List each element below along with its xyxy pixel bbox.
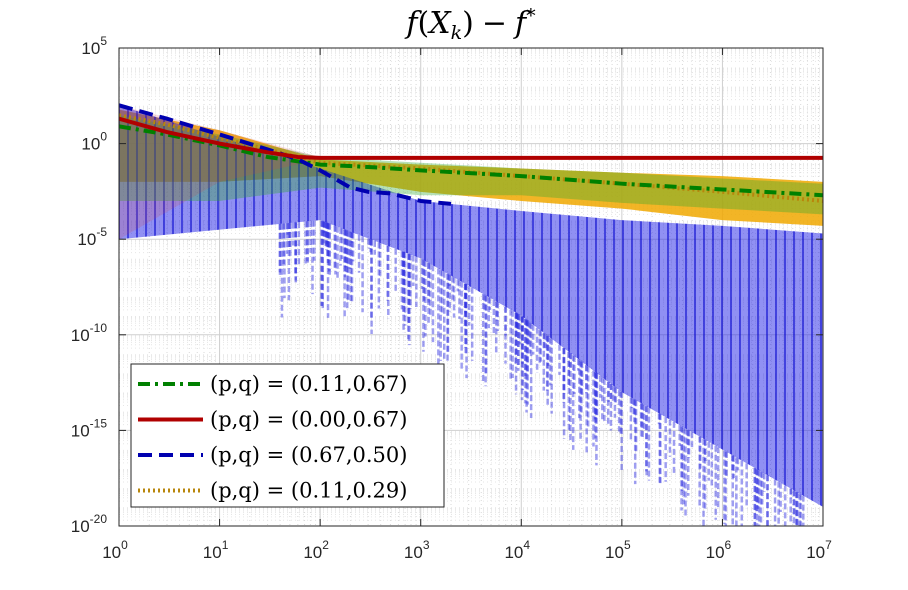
mean-lines xyxy=(119,103,823,206)
chart-title: f(Xk) − f* xyxy=(404,5,536,44)
series-line-1 xyxy=(119,116,823,160)
y-tick-label: 10-5 xyxy=(77,225,107,249)
y-tick-label: 10-20 xyxy=(71,512,108,536)
y-axis-tick-labels: 10-20 10-15 10-10 10-5 100 105 xyxy=(71,34,108,536)
legend-label-2: (p,q) = (0.67,0.50) xyxy=(210,443,407,467)
y-tick-label: 10-10 xyxy=(71,321,108,345)
y-tick-label: 105 xyxy=(81,34,107,58)
series-line-2 xyxy=(119,103,452,206)
legend-box xyxy=(130,363,445,508)
band-series-2 xyxy=(119,105,823,507)
axis-ticks xyxy=(118,47,824,527)
series-line-3 xyxy=(119,113,823,203)
y-tick-label: 10-15 xyxy=(71,416,108,440)
y-tick-label: 100 xyxy=(81,130,107,154)
x-tick-label: 105 xyxy=(605,538,631,562)
axes-frame xyxy=(118,47,824,527)
legend: (p,q) = (0.11,0.67) (p,q) = (0.00,0.67) (p… xyxy=(130,363,445,508)
band-series-1 xyxy=(119,105,823,240)
x-tick-label: 102 xyxy=(303,538,329,562)
trajectory-bands xyxy=(119,105,823,526)
band-series-0 xyxy=(119,115,823,215)
legend-label-1: (p,q) = (0.00,0.67) xyxy=(210,408,407,432)
x-tick-label: 104 xyxy=(504,538,530,562)
legend-label-0: (p,q) = (0.11,0.67) xyxy=(210,372,407,396)
legend-label-3: (p,q) = (0.11,0.29) xyxy=(210,479,407,503)
x-tick-label: 103 xyxy=(404,538,430,562)
x-tick-label: 100 xyxy=(102,538,128,562)
band-series-3 xyxy=(119,109,823,226)
x-axis-tick-labels: 100 101 102 103 104 105 106 107 xyxy=(102,538,832,562)
x-tick-label: 106 xyxy=(706,538,732,562)
x-tick-label: 101 xyxy=(203,538,229,562)
x-tick-label: 107 xyxy=(806,538,832,562)
